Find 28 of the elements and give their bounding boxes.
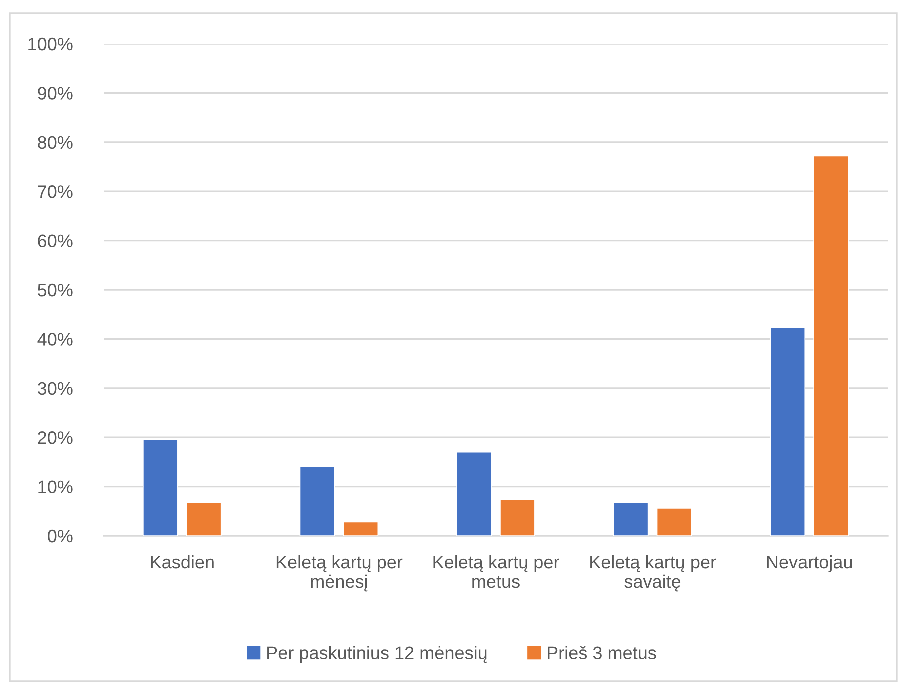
x-tick-label: Nevartojau — [767, 555, 852, 572]
y-tick-label: 40% — [38, 333, 73, 346]
x-tick-label: Keletą kartų per savaitę — [590, 555, 716, 592]
y-tick-label: 20% — [38, 432, 73, 444]
bar — [814, 156, 849, 536]
x-tick-label: Keletą kartų per mėnesį — [276, 555, 403, 592]
y-tick-label: 100% — [28, 38, 73, 51]
y-tick-label: 10% — [38, 480, 73, 494]
y-tick-label: 70% — [38, 186, 73, 198]
bar — [456, 452, 492, 536]
x-tick-label: Kasdien — [151, 555, 214, 569]
bar — [500, 499, 536, 536]
legend-label: Per paskutinius 12 mėnesių — [268, 646, 487, 664]
bar — [300, 466, 336, 536]
y-tick-label: 50% — [38, 284, 73, 297]
bar — [343, 522, 379, 536]
bar — [143, 440, 178, 536]
bar — [770, 327, 806, 536]
y-tick-label: 60% — [38, 234, 73, 248]
bar — [613, 502, 649, 536]
bar — [656, 508, 692, 536]
y-tick-label: 80% — [38, 136, 73, 150]
bar — [186, 502, 222, 536]
y-tick-label: 0% — [48, 530, 73, 543]
y-tick-label: 90% — [38, 87, 73, 100]
y-tick-label: 30% — [38, 382, 73, 396]
legend-label: Prieš 3 metus — [548, 646, 656, 660]
x-tick-label: Keletą kartų per metus — [434, 555, 560, 588]
